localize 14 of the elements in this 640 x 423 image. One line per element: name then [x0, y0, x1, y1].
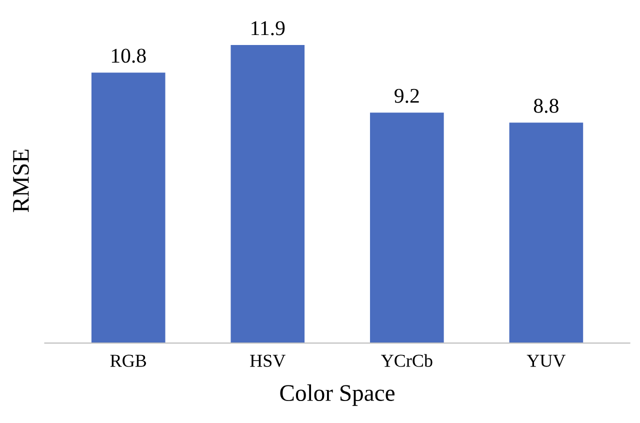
x-tick-label: HSV: [250, 354, 286, 367]
x-tick-label: YCrCb: [381, 354, 432, 367]
bar: [509, 122, 584, 344]
bar: [91, 72, 166, 344]
data-label: 8.8: [534, 98, 558, 113]
data-label: 9.2: [394, 88, 419, 103]
data-label: 10.8: [112, 48, 146, 63]
x-tick-label: RGB: [110, 354, 146, 367]
x-tick-label: YUV: [526, 354, 566, 367]
x-axis-title: Color Space: [280, 384, 394, 406]
bar: [370, 112, 444, 344]
bar: [230, 45, 305, 344]
data-label: 11.9: [252, 21, 285, 36]
y-axis-title: RMSE: [13, 150, 29, 212]
